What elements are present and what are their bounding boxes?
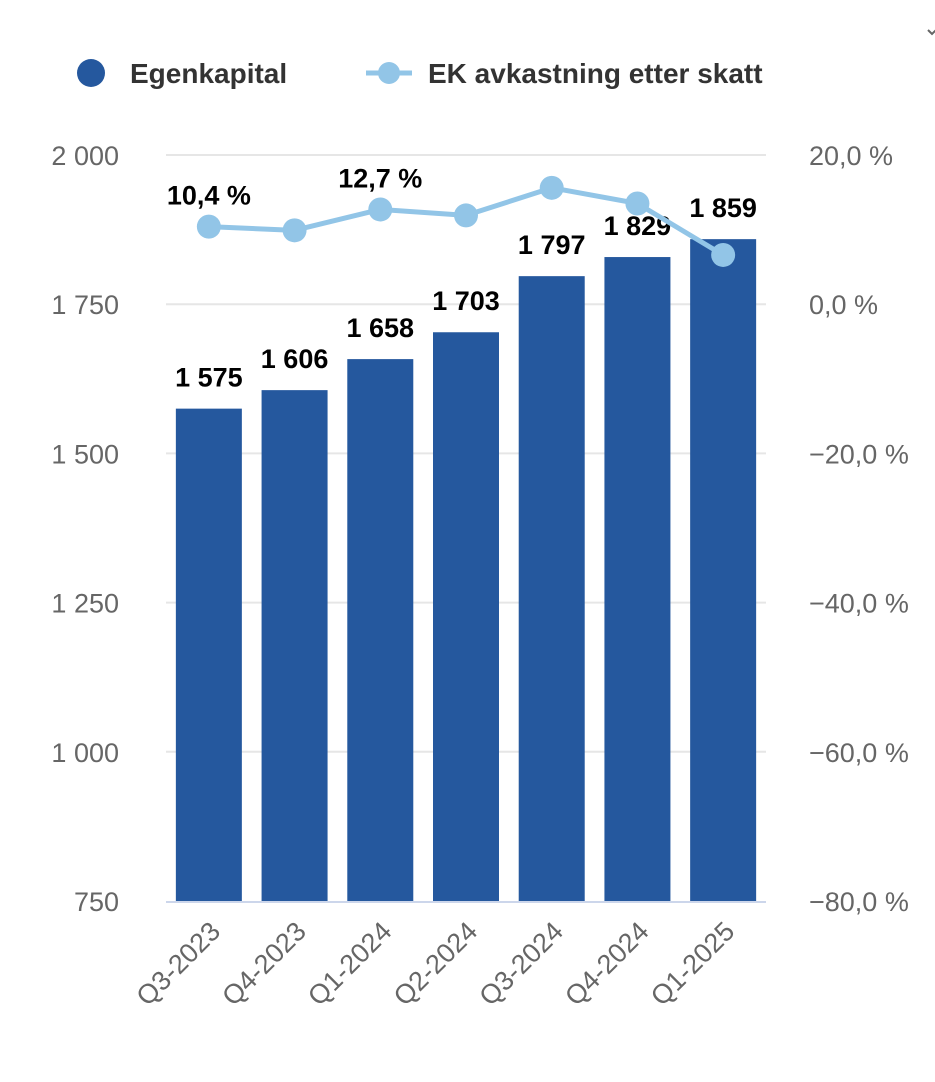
line-series-ek-avkastning (196, 175, 736, 267)
bar-series-egenkapital (175, 239, 757, 901)
legend-swatch-egenkapital (77, 59, 105, 87)
x-tick-label: Q2-2024 (388, 916, 484, 1012)
y-axis-right: −80,0 % −60,0 % −40,0 % −20,0 % 0,0 % 20,0 % (809, 141, 909, 917)
legend-label-egenkapital: Egenkapital (130, 58, 287, 89)
y-right-tick-label: −60,0 % (809, 738, 909, 768)
bar-value-label: 1 797 (518, 230, 586, 260)
y-right-tick-label: −80,0 % (809, 887, 909, 917)
line-value-label: 10,4 % (167, 181, 251, 211)
y-right-tick-label: 20,0 % (809, 141, 893, 171)
line-data-labels: 10,4 % 12,7 % (167, 163, 422, 210)
line-point-q1-2025[interactable] (711, 242, 736, 267)
line-point-q1-2024[interactable] (368, 197, 393, 222)
chevron-down-icon[interactable] (927, 29, 935, 36)
y-right-tick-label: −40,0 % (809, 589, 909, 619)
y-left-tick-label: 1 750 (51, 290, 119, 320)
line-point-q2-2024[interactable] (454, 203, 478, 228)
y-right-tick-label: 0,0 % (809, 290, 878, 320)
y-left-tick-label: 1 500 (51, 439, 119, 469)
line-value-label: 12,7 % (338, 163, 422, 193)
bar-value-label: 1 859 (689, 193, 757, 223)
y-left-tick-label: 1 000 (51, 738, 119, 768)
y-left-tick-label: 1 250 (51, 589, 119, 619)
x-axis: Q3-2023Q4-2023Q1-2024Q2-2024Q3-2024Q4-20… (131, 901, 766, 1012)
bar-value-label: 1 575 (175, 363, 243, 393)
line-point-q3-2024[interactable] (539, 175, 564, 200)
x-tick-label: Q1-2025 (645, 916, 741, 1012)
x-tick-label: Q1-2024 (302, 916, 398, 1012)
legend-item-ek-avkastning[interactable]: EK avkastning etter skatt (366, 58, 763, 89)
x-tick-label: Q4-2023 (216, 916, 312, 1012)
bar-q4-2024[interactable] (604, 257, 671, 901)
y-left-tick-label: 2 000 (51, 141, 119, 171)
line-point-q4-2024[interactable] (625, 191, 650, 216)
bar-q1-2025[interactable] (690, 239, 757, 901)
bar-q3-2024[interactable] (518, 276, 585, 901)
bar-value-label: 1 606 (261, 344, 329, 374)
bar-q2-2024[interactable] (433, 332, 499, 901)
legend-swatch-ek-avkastning (378, 62, 400, 84)
x-tick-label: Q3-2023 (131, 916, 227, 1012)
x-tick-label: Q3-2024 (473, 916, 569, 1012)
line-point-q4-2023[interactable] (282, 218, 307, 243)
y-left-tick-label: 750 (74, 887, 119, 917)
legend-item-egenkapital[interactable]: Egenkapital (77, 58, 287, 89)
y-axis-left: 750 1 000 1 250 1 500 1 750 2 000 (51, 141, 119, 917)
bar-value-label: 1 658 (346, 313, 414, 343)
y-right-tick-label: −20,0 % (809, 439, 909, 469)
bar-q3-2023[interactable] (175, 408, 242, 901)
legend[interactable]: Egenkapital EK avkastning etter skatt (77, 58, 763, 89)
x-tick-label: Q4-2024 (559, 916, 655, 1012)
legend-label-ek-avkastning: EK avkastning etter skatt (428, 58, 763, 89)
bar-q4-2023[interactable] (261, 390, 328, 901)
bar-value-label: 1 703 (432, 286, 500, 316)
line-point-q3-2023[interactable] (196, 214, 221, 239)
bar-q1-2024[interactable] (347, 359, 414, 901)
